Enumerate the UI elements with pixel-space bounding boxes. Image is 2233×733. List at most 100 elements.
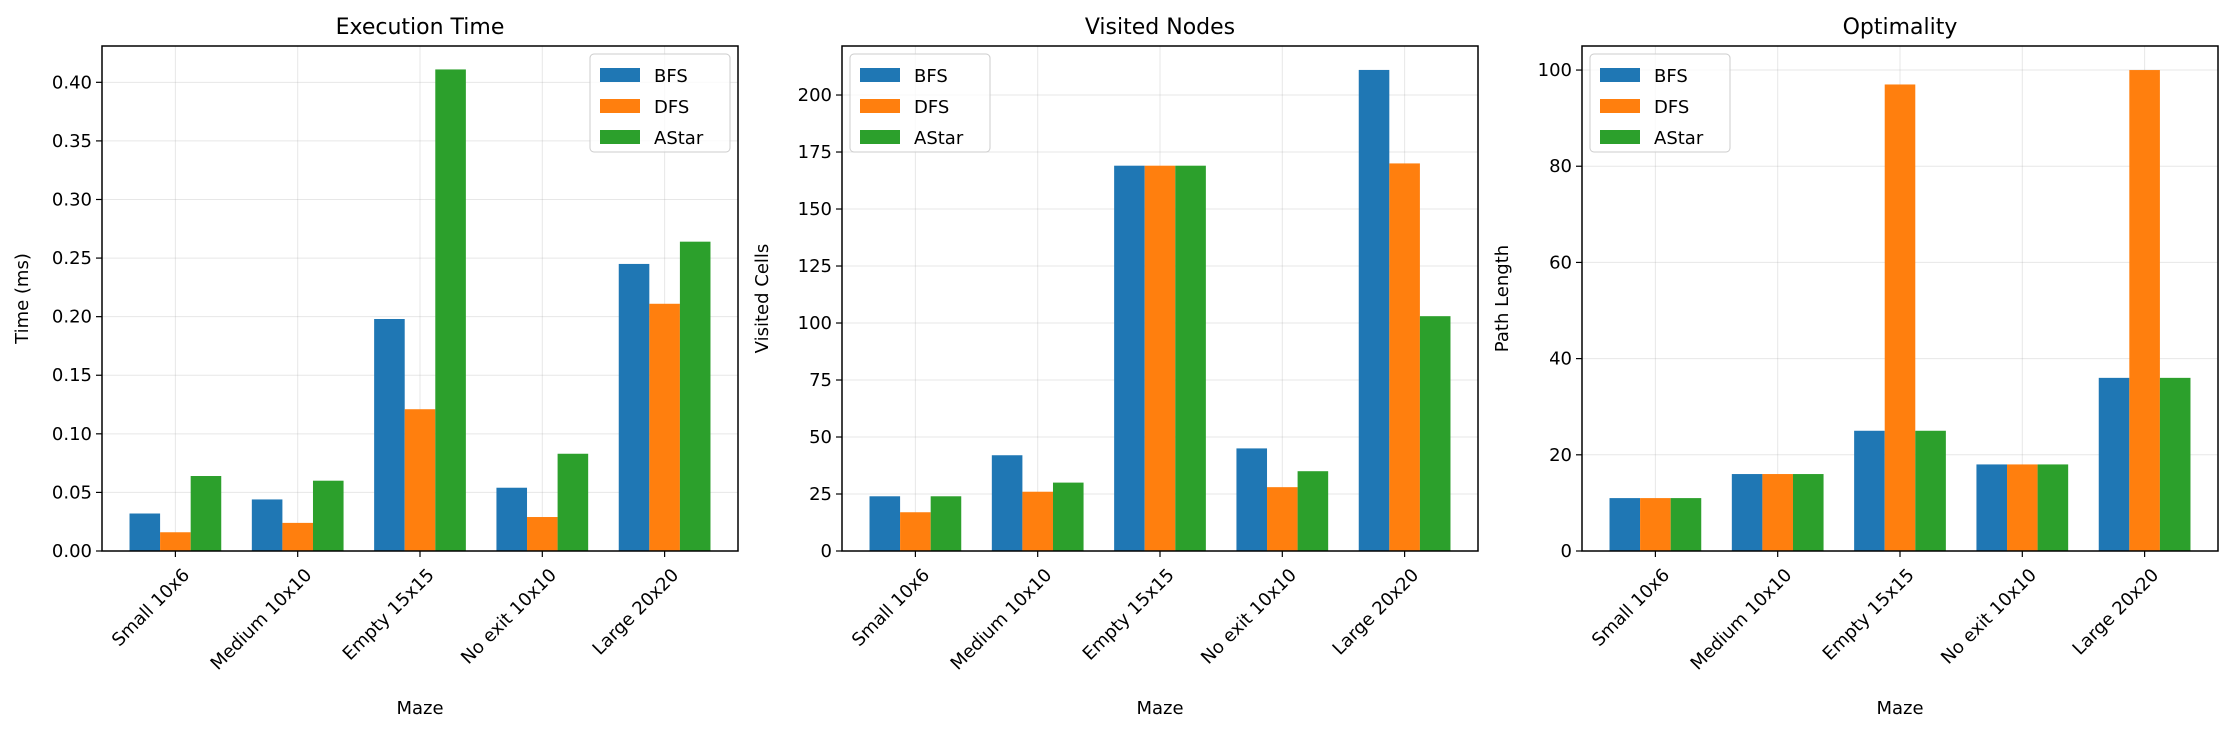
bar-astar-3 <box>435 69 466 552</box>
legend-swatch-astar <box>600 130 640 144</box>
legend-swatch-bfs <box>600 68 640 82</box>
bar-dfs-1 <box>1640 498 1671 551</box>
bar-astar-3 <box>1175 165 1206 552</box>
chart-title: Visited Nodes <box>1085 15 1235 40</box>
legend-label-astar: AStar <box>914 128 964 149</box>
y-tick-label: 0 <box>821 541 832 562</box>
bar-astar-5 <box>1419 316 1451 551</box>
bar-astar-5 <box>2159 377 2191 551</box>
legend-swatch-astar <box>1600 130 1640 144</box>
bar-bfs-4 <box>1236 448 1268 551</box>
bar-bfs-4 <box>1976 464 2008 551</box>
legend-swatch-dfs <box>1600 99 1640 113</box>
bar-bfs-1 <box>129 513 161 551</box>
bar-bfs-2 <box>251 499 283 551</box>
x-tick-label: Large 20x20 <box>589 565 684 660</box>
y-tick-label: 0 <box>1561 541 1572 562</box>
bar-astar-2 <box>1052 482 1084 551</box>
bar-dfs-1 <box>160 532 191 551</box>
bar-astar-2 <box>1792 474 1824 551</box>
chart-title: Execution Time <box>336 15 505 40</box>
legend-swatch-bfs <box>1600 68 1640 82</box>
x-tick-label: Empty 15x15 <box>1079 565 1179 665</box>
bar-bfs-5 <box>1358 69 1390 551</box>
y-tick-label: 20 <box>1549 445 1572 466</box>
bar-dfs-5 <box>2129 70 2160 552</box>
y-axis-label: Path Length <box>1492 245 1513 352</box>
bar-astar-1 <box>930 496 962 551</box>
chart-panel-3: 0 20 40 60 80 100 Small 10x6 Medium 10x10 Empty … <box>1492 15 2219 719</box>
legend-swatch-dfs <box>860 99 900 113</box>
bar-dfs-1 <box>900 512 931 551</box>
bar-dfs-2 <box>1762 474 1793 551</box>
y-tick-label: 80 <box>1549 156 1572 177</box>
bar-astar-2 <box>312 480 344 551</box>
x-tick-label: Medium 10x10 <box>1687 565 1797 675</box>
x-axis-label: Maze <box>396 698 443 719</box>
chart-title: Optimality <box>1843 15 1958 40</box>
legend-label-bfs: BFS <box>914 66 948 87</box>
bar-dfs-4 <box>2007 464 2038 551</box>
y-tick-label: 0.40 <box>52 72 92 93</box>
legend-swatch-astar <box>860 130 900 144</box>
x-tick-label: No exit 10x10 <box>1937 565 2041 669</box>
y-tick-label: 125 <box>798 256 832 277</box>
y-tick-label: 0.00 <box>52 541 92 562</box>
x-tick-label: No exit 10x10 <box>457 565 561 669</box>
bar-bfs-5 <box>2098 377 2130 551</box>
legend: BFS DFS AStar <box>849 53 991 153</box>
bar-astar-1 <box>190 476 222 551</box>
y-tick-label: 25 <box>809 484 832 505</box>
bar-dfs-2 <box>282 522 313 551</box>
y-axis-label: Visited Cells <box>752 244 773 354</box>
bar-dfs-2 <box>1022 491 1053 551</box>
bar-bfs-1 <box>1609 498 1641 551</box>
bar-bfs-1 <box>869 496 901 551</box>
x-tick-label: Medium 10x10 <box>947 565 1057 675</box>
legend-label-astar: AStar <box>1654 128 1704 149</box>
bar-bfs-3 <box>374 319 405 551</box>
x-axis-label: Maze <box>1136 698 1183 719</box>
y-tick-label: 40 <box>1549 349 1572 370</box>
legend-label-bfs: BFS <box>654 66 688 87</box>
bar-bfs-5 <box>618 263 650 551</box>
bar-dfs-3 <box>1144 165 1176 552</box>
chart-panel-2: 0 25 50 75 100 125 150 175 200 Small 10x6 Medium 1… <box>752 15 1479 719</box>
bar-astar-5 <box>679 241 711 551</box>
bar-dfs-3 <box>1884 84 1916 551</box>
bar-astar-4 <box>2037 464 2069 551</box>
x-axis-label: Maze <box>1876 698 1923 719</box>
legend-swatch-bfs <box>860 68 900 82</box>
legend-swatch-dfs <box>600 99 640 113</box>
y-tick-label: 50 <box>809 427 832 448</box>
legend-label-dfs: DFS <box>914 97 949 118</box>
x-tick-label: Empty 15x15 <box>339 565 439 665</box>
bar-bfs-3 <box>1114 165 1145 552</box>
bar-astar-4 <box>557 453 589 551</box>
bar-astar-4 <box>1297 471 1329 551</box>
y-tick-label: 0.15 <box>52 365 92 386</box>
y-tick-label: 0.35 <box>52 131 92 152</box>
bar-dfs-5 <box>649 303 680 551</box>
y-tick-label: 75 <box>809 370 832 391</box>
y-tick-label: 0.25 <box>52 248 92 269</box>
legend-label-dfs: DFS <box>1654 97 1689 118</box>
y-tick-label: 0.05 <box>52 482 92 503</box>
y-tick-label: 150 <box>798 199 832 220</box>
bar-astar-1 <box>1670 498 1702 551</box>
x-tick-label: Small 10x6 <box>1588 565 1674 651</box>
bar-dfs-5 <box>1389 163 1420 551</box>
legend-label-dfs: DFS <box>654 97 689 118</box>
bar-bfs-2 <box>1731 474 1763 551</box>
bar-bfs-3 <box>1854 430 1885 551</box>
bar-bfs-4 <box>496 487 528 551</box>
bar-astar-3 <box>1915 430 1946 551</box>
bar-bfs-2 <box>991 455 1023 551</box>
legend-label-bfs: BFS <box>1654 66 1688 87</box>
x-tick-label: No exit 10x10 <box>1197 565 1301 669</box>
chart-panel-1: 0.00 0.05 0.10 0.15 0.20 0.25 0.30 0.35 0.40 Smal… <box>12 15 739 719</box>
x-tick-label: Small 10x6 <box>108 565 194 651</box>
y-tick-label: 100 <box>1538 60 1572 81</box>
legend-label-astar: AStar <box>654 128 704 149</box>
